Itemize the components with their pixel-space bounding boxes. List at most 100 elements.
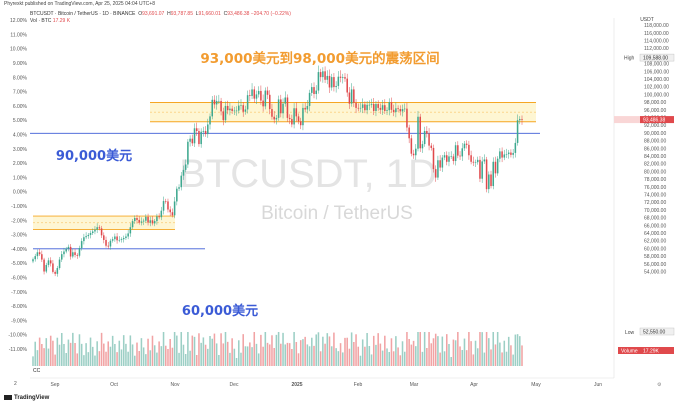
last-price-value: 93,486.38: [643, 117, 665, 123]
candle-body: [426, 130, 428, 134]
candle-body: [158, 216, 160, 218]
right-axis-tick-label: 74,000.00: [644, 193, 666, 199]
volume-bar: [134, 355, 136, 366]
volume-bar: [60, 333, 63, 366]
volume-bar: [89, 337, 92, 366]
right-axis-tick-label: 108,000.00: [644, 62, 669, 68]
candle-body: [333, 77, 335, 88]
volume-bar: [32, 356, 34, 366]
volume-bar: [147, 338, 149, 366]
candle-body: [434, 169, 437, 178]
volume-bar: [377, 333, 379, 366]
candle-body: [397, 108, 399, 110]
watermark-name: Bitcoin / TetherUS: [261, 203, 413, 224]
volume-bar: [156, 352, 158, 366]
volume-bar: [370, 354, 373, 366]
volume-bar: [224, 332, 227, 366]
candle-body: [83, 237, 85, 242]
volume-bar: [328, 336, 331, 366]
volume-bar: [198, 333, 200, 366]
candle-body: [443, 155, 446, 158]
candle-body: [229, 108, 231, 111]
left-axis-tick-label: 2.00%: [13, 161, 28, 167]
x-axis-settings-icon: ⚙: [657, 382, 662, 388]
volume-bar: [140, 338, 143, 366]
candle-body: [448, 156, 450, 162]
volume-bar: [512, 354, 514, 366]
candle-body: [60, 254, 63, 260]
corner-label: 2: [14, 381, 17, 387]
right-axis-tick-label: 114,000.00: [644, 39, 669, 45]
right-axis-tick-label: 66,000.00: [644, 223, 666, 229]
volume-bar: [454, 340, 457, 366]
left-axis-tick-label: 4.00%: [13, 133, 28, 139]
volume-bar: [151, 335, 154, 366]
volume-bar: [136, 342, 138, 366]
candle-body: [222, 111, 225, 121]
candle-body: [355, 102, 357, 108]
candle-body: [512, 152, 514, 155]
volume-bar: [322, 336, 324, 366]
candle-body: [282, 103, 284, 114]
candle-body: [359, 107, 362, 109]
volume-bar: [266, 342, 269, 366]
candle-body: [348, 92, 351, 104]
candle-body: [142, 220, 145, 222]
volume-bar: [434, 333, 437, 366]
volume-bar: [521, 345, 523, 366]
candle-body: [231, 108, 233, 111]
candle-body: [184, 164, 187, 170]
candle-body: [417, 116, 419, 149]
volume-bar: [153, 345, 156, 366]
candle-body: [38, 252, 41, 255]
volume-bar: [193, 336, 196, 366]
candle-body: [32, 259, 34, 262]
volume-bar: [344, 337, 346, 366]
candle-body: [235, 110, 238, 112]
candle-body: [268, 94, 271, 110]
volume-label[interactable]: Vol · BTC: [30, 18, 52, 24]
candle-body: [56, 268, 59, 274]
volume-bar: [476, 348, 479, 366]
candle-body: [118, 239, 121, 241]
volume-bar: [304, 336, 306, 366]
candle-body: [490, 174, 492, 187]
candle-body: [207, 124, 209, 135]
candle-body: [465, 143, 468, 145]
candle-body: [514, 142, 517, 153]
range-zone: [33, 216, 175, 230]
candle-body: [392, 109, 395, 113]
high-badge: [639, 53, 675, 62]
volume-bar: [410, 344, 413, 366]
candle-body: [488, 174, 490, 190]
tradingview-logo[interactable]: TradingView: [4, 395, 49, 401]
symbol-label[interactable]: BTCUSDT · Bitcoin / TetherUS · 1D · BINA…: [30, 11, 136, 17]
volume-bar: [207, 348, 209, 366]
volume-bar: [43, 348, 45, 366]
candle-body: [233, 110, 236, 112]
candle-body: [519, 119, 521, 121]
volume-bar: [235, 358, 238, 366]
right-axis-tick-label: 54,000.00: [644, 270, 666, 276]
candle-body: [357, 107, 360, 109]
candle-body: [109, 240, 112, 247]
candle-body: [65, 248, 67, 252]
volume-bar: [317, 332, 320, 366]
volume-bar: [423, 332, 426, 366]
volume-bar: [195, 355, 198, 366]
x-axis-tick-label: Apr: [470, 382, 478, 388]
candle-body: [353, 89, 355, 103]
candle-body: [366, 104, 368, 111]
right-axis-tick-label: 98,000.00: [644, 100, 666, 106]
candle-body: [145, 216, 147, 221]
volume-bar: [184, 354, 187, 366]
candle-body: [257, 90, 260, 95]
candle-body: [384, 105, 386, 111]
candle-body: [322, 71, 324, 78]
volume-bar: [505, 351, 508, 366]
volume-bar: [335, 348, 337, 366]
candle-body: [439, 160, 441, 168]
candle-body: [375, 104, 377, 111]
candle-body: [67, 246, 70, 249]
